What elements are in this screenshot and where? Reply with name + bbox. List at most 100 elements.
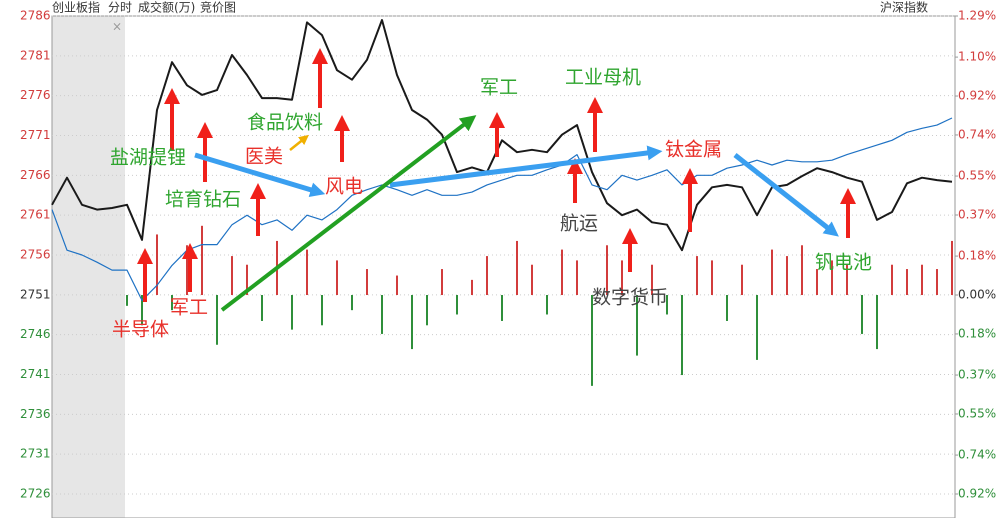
volume-bar <box>681 295 683 376</box>
arrow <box>389 145 663 188</box>
y-tick-label: 2786 <box>20 9 51 23</box>
volume-bar <box>861 295 863 334</box>
arrow <box>289 134 309 151</box>
annotation: 食品饮料 <box>247 112 323 134</box>
volume-bar <box>621 260 623 296</box>
index-name: 创业板指 <box>52 0 100 15</box>
volume-bar <box>696 256 698 296</box>
volume-bar <box>651 264 653 296</box>
y-tick-label: 2756 <box>20 248 51 262</box>
tab[interactable]: 竞价图 <box>200 1 236 15</box>
y-tick-label: 2751 <box>20 287 51 301</box>
volume-bar <box>396 275 398 296</box>
volume-bar <box>666 295 668 315</box>
y-tick-label: 2771 <box>20 128 51 142</box>
y2-tick-label: 0.74% <box>958 448 996 462</box>
volume-bar <box>126 295 128 306</box>
close-button[interactable]: × <box>112 20 122 34</box>
y2-tick-label: 0.37% <box>958 207 996 221</box>
arrow <box>733 153 839 237</box>
y2-tick-label: 1.10% <box>958 50 996 64</box>
volume-bar <box>546 295 548 315</box>
price-line <box>51 117 953 301</box>
volume-bar <box>261 295 263 321</box>
volume-bar <box>156 234 158 296</box>
volume-bar <box>711 260 713 296</box>
volume-bar <box>726 295 728 321</box>
volume-bar <box>501 295 503 321</box>
y-tick-label: 2736 <box>20 407 51 421</box>
volume-bar <box>606 245 608 296</box>
volume-bar <box>891 264 893 296</box>
tab[interactable]: 成交额(万) <box>138 0 195 15</box>
y2-tick-label: 0.92% <box>958 487 996 501</box>
volume-bar <box>636 295 638 356</box>
annotation: 盐湖提锂 <box>110 147 186 169</box>
volume-bar <box>231 256 233 296</box>
volume-bar <box>801 245 803 296</box>
annotation: 军工 <box>170 297 208 319</box>
volume-bar <box>456 295 458 315</box>
y2-tick-label: 0.18% <box>958 249 996 263</box>
volume-bar <box>486 256 488 296</box>
volume-bar <box>321 295 323 326</box>
y2-tick-label: 0.37% <box>958 368 996 382</box>
plot-frame <box>51 15 956 518</box>
volume-bar <box>846 264 848 296</box>
volume-bar <box>201 225 203 296</box>
volume-bar <box>381 295 383 334</box>
volume-bar <box>516 240 518 296</box>
y2-tick-label: 0.18% <box>958 326 996 340</box>
volume-bar <box>531 264 533 296</box>
volume-bar <box>591 295 593 386</box>
y2-tick-label: 0.55% <box>958 169 996 183</box>
annotation: 数字货币 <box>592 287 668 309</box>
volume-bar <box>351 295 353 311</box>
annotation: 风电 <box>325 176 363 198</box>
y-tick-label: 2731 <box>20 447 51 461</box>
volume-bar <box>921 264 923 296</box>
volume-bar <box>216 295 218 345</box>
volume-bar <box>141 295 143 326</box>
y-tick-label: 2781 <box>20 48 51 62</box>
volume-bar <box>951 240 953 296</box>
y2-tick-label: 0.74% <box>958 127 996 141</box>
arrow <box>194 152 326 198</box>
annotation: 工业母机 <box>565 67 641 89</box>
y-tick-label: 2741 <box>20 367 51 381</box>
y2-tick-label: 0.92% <box>958 89 996 103</box>
y-tick-label: 2726 <box>20 487 51 501</box>
arrow <box>220 115 477 312</box>
annotation: 半导体 <box>112 319 169 341</box>
volume-bar <box>936 269 938 296</box>
volume-bar <box>336 260 338 296</box>
volume-bar <box>306 249 308 296</box>
annotation: 航运 <box>560 213 598 235</box>
y2-tick-label: 0.55% <box>958 406 996 420</box>
y-tick-label: 2766 <box>20 168 51 182</box>
y-tick-label: 2776 <box>20 88 51 102</box>
annotation: 培育钻石 <box>165 189 241 211</box>
volume-bar <box>171 295 173 311</box>
auction-area <box>52 16 125 518</box>
volume-bar <box>906 269 908 296</box>
tab[interactable]: 分时 <box>108 1 132 15</box>
annotation: 钒电池 <box>815 252 872 274</box>
volume-bar <box>366 269 368 296</box>
y-tick-label: 2746 <box>20 327 51 341</box>
volume-bar <box>576 260 578 296</box>
compare-index[interactable]: 沪深指数 <box>880 0 928 15</box>
volume-bar <box>741 264 743 296</box>
volume-bar <box>831 260 833 296</box>
annotation: 钛金属 <box>665 139 722 161</box>
volume-bar <box>411 295 413 350</box>
y2-tick-label: 1.29% <box>958 9 996 23</box>
volume-bar <box>441 269 443 296</box>
volume-bar <box>471 279 473 296</box>
volume-bar <box>426 295 428 326</box>
volume-bar <box>771 249 773 296</box>
annotation: 军工 <box>480 77 518 99</box>
volume-bar <box>291 295 293 330</box>
price-line <box>51 19 953 252</box>
